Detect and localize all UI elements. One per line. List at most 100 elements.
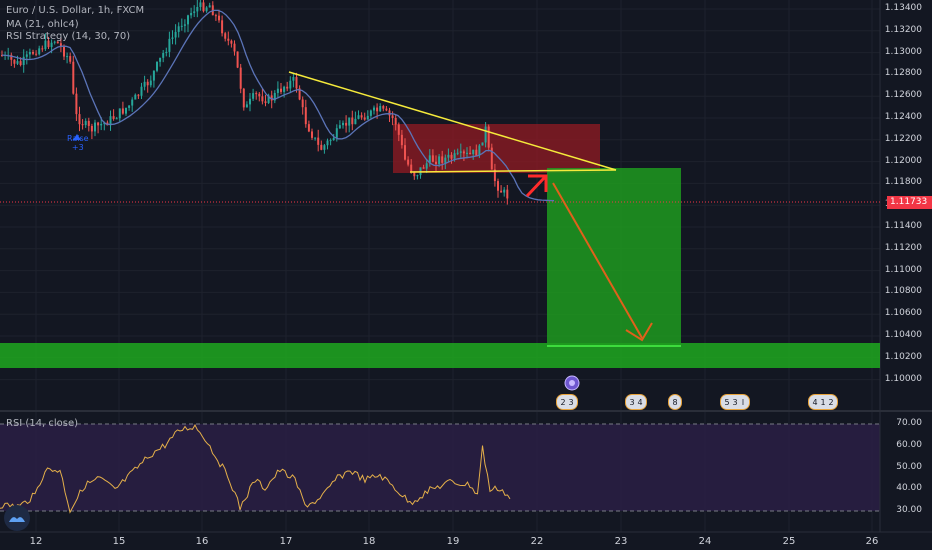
price-tick-label: 1.13400 [884, 3, 922, 13]
candle-body [363, 117, 366, 120]
candle-body [366, 115, 369, 120]
tradingview-logo-icon[interactable] [4, 505, 30, 531]
candle-body [118, 108, 121, 119]
candle-body [304, 107, 307, 125]
price-tick-label: 1.10600 [884, 308, 922, 319]
event-label: 2 [560, 397, 566, 407]
candle-body [323, 145, 326, 150]
candle-body [56, 41, 59, 44]
candle-body [183, 24, 186, 26]
candle-body [345, 122, 348, 126]
price-tick-label: 1.12000 [884, 155, 922, 166]
candle-body [199, 2, 202, 7]
candle-body [428, 155, 431, 164]
candle-body [354, 118, 357, 125]
event-badge[interactable]: 2 3 [556, 394, 578, 410]
candle-body [416, 175, 419, 177]
rsi-legend[interactable]: RSI (14, close) [6, 418, 79, 429]
event-badge[interactable]: 3 4 [625, 394, 647, 410]
candle-body [425, 163, 428, 169]
date-tick-label: 15 [112, 536, 126, 547]
candle-body [112, 116, 115, 119]
price-tick-label: 1.12800 [884, 68, 922, 79]
price-tick-label: 1.12600 [884, 90, 922, 101]
candle-body [261, 96, 264, 102]
candle-body [196, 6, 199, 12]
date-tick-label: 26 [865, 536, 879, 547]
candle-body [97, 122, 100, 126]
candle-body [289, 80, 292, 89]
candle-body [190, 12, 193, 16]
candle-body [286, 86, 289, 89]
candle-body [121, 108, 124, 114]
candle-body [369, 110, 372, 116]
rsi-band [0, 424, 880, 511]
candle-body [422, 167, 425, 169]
candle-body [84, 120, 87, 126]
candle-body [81, 124, 84, 126]
candle-body [224, 33, 227, 39]
event-badge[interactable]: 4 1 2 [808, 394, 838, 410]
support-zone [0, 343, 880, 368]
candle-body [94, 122, 96, 132]
candle-body [348, 117, 351, 126]
symbol-legend[interactable]: Euro / U.S. Dollar, 1h, FXCM [6, 5, 145, 16]
candle-body [338, 125, 341, 129]
candle-body [72, 61, 75, 94]
candle-body [230, 40, 233, 44]
candle-body [90, 125, 93, 132]
candle-body [187, 15, 189, 25]
rsi-tick-label: 40.00 [896, 483, 922, 494]
candle-body [171, 37, 174, 39]
candle-body [180, 25, 183, 27]
candle-body [283, 86, 286, 92]
candle-body [280, 88, 282, 92]
event-label: l [741, 397, 745, 407]
candle-body [59, 43, 62, 47]
candle-body [267, 95, 270, 103]
candle-body [475, 149, 478, 156]
event-label: 4 [637, 397, 643, 407]
candle-body [168, 38, 171, 52]
candle-body [484, 126, 487, 143]
candle-body [258, 93, 261, 97]
candle-body [41, 48, 44, 50]
price-tick-label: 1.11400 [884, 221, 922, 231]
candle-body [193, 11, 196, 13]
candle-body [404, 145, 406, 160]
candle-body [472, 149, 475, 154]
price-tick-label: 1.13200 [884, 24, 922, 35]
price-tick-label: 1.12200 [884, 133, 922, 144]
candle-body [32, 51, 34, 54]
candle-body [125, 107, 127, 114]
candle-body [16, 61, 19, 64]
event-label: 3 [568, 397, 574, 407]
candle-body [360, 115, 363, 118]
event-label: 1 [820, 397, 826, 407]
candle-body [481, 142, 484, 146]
candle-body [202, 2, 205, 12]
candle-body [50, 42, 53, 48]
candle-body [19, 61, 22, 66]
event-badge[interactable]: 5 3 l [720, 394, 750, 410]
event-label: 4 [812, 397, 818, 407]
candle-body [478, 145, 481, 156]
signal-arrow-icon [73, 134, 81, 140]
event-badge[interactable]: 8 [668, 394, 682, 410]
candle-body [441, 156, 444, 163]
candle-body [462, 151, 465, 154]
raise-signal: Raise +3 [67, 134, 89, 152]
candle-body [208, 5, 211, 8]
candle-body [373, 107, 375, 111]
candle-body [317, 137, 320, 145]
rsi-tick-label: 70.00 [896, 418, 922, 428]
event-label: 3 [629, 397, 635, 407]
candle-body [450, 154, 453, 159]
event-label: 2 [828, 397, 834, 407]
candle-body [410, 164, 413, 173]
strategy-legend[interactable]: RSI Strategy (14, 30, 70) [6, 31, 131, 42]
ma-legend[interactable]: MA (21, ohlc4) [6, 19, 79, 30]
candle-body [25, 54, 28, 57]
date-tick-label: 18 [362, 536, 376, 547]
